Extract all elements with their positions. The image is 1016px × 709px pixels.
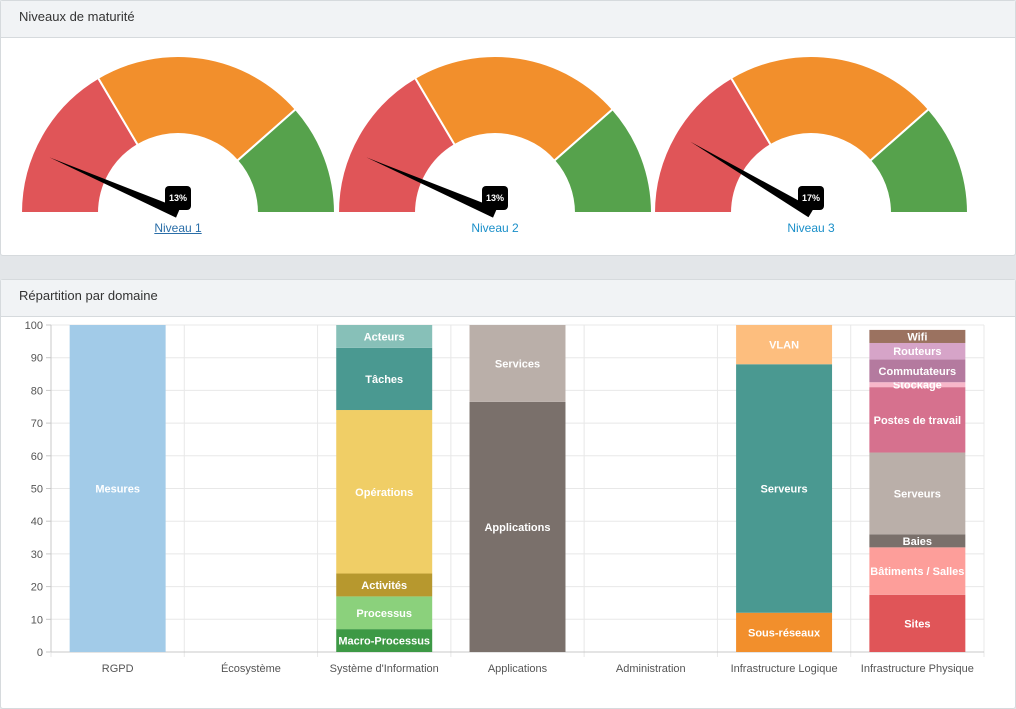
y-tick-label: 50 [31,484,43,496]
y-tick-label: 100 [25,320,43,332]
bar-segment[interactable] [336,325,433,348]
x-tick-label: Système d'Information [330,663,439,675]
bar-segment-label: Serveurs [761,484,808,496]
bar-segment-label: Baies [903,536,932,548]
gauge-zone-high [235,107,337,214]
x-tick-label: RGPD [102,663,134,675]
bar-segment[interactable] [869,382,966,388]
bar-segment-label: Activités [361,580,407,592]
bar-segment-label: Tâches [365,374,403,386]
gauge-niveau-1: 13% Niveau 1 [19,38,337,248]
bar-segment-label: Applications [484,522,550,534]
gauge-needle [366,157,497,218]
x-tick-label: Infrastructure Logique [731,663,838,675]
x-tick-label: Administration [616,663,686,675]
bar-segment[interactable] [336,573,433,597]
bar-segment[interactable] [336,347,433,411]
bar-segment-label: Mesures [95,484,140,496]
bar-segment-label: Sites [904,618,930,630]
bar-segment[interactable] [336,629,433,652]
maturity-panel-title: Niveaux de maturité [1,1,1015,38]
bar-segment-label: Commutateurs [879,366,957,378]
bar-segment[interactable] [869,547,966,595]
bar-segment-label: Routeurs [893,346,941,358]
gauge-2-link[interactable]: Niveau 2 [471,221,519,235]
y-tick-label: 90 [31,353,43,365]
bar-segment-label: Serveurs [894,488,941,500]
gauge-value-label: 17% [802,193,820,203]
gauge-zone-medium [729,55,931,163]
y-tick-label: 30 [31,549,43,561]
gauge-zone-high [552,107,654,214]
domain-stacked-bar-chart: 0 10 20 30 40 50 60 70 80 90 100 Mesures RGPD Écosyst… [25,320,985,675]
bar-segment-label: Macro-Processus [338,636,430,648]
x-tick-label: Applications [488,663,548,675]
y-tick-label: 0 [37,647,43,659]
bar-segment[interactable] [869,387,966,453]
gauge-1-link[interactable]: Niveau 1 [154,221,202,235]
bar-segment[interactable] [336,410,433,574]
maturity-panel: Niveaux de maturité 13% Niveau 1 13% Niv… [0,0,1016,256]
gauge-niveau-2: 13% Niveau 2 [336,38,654,248]
gauge-zone-high [868,107,970,214]
bar-segment-label: Sous-réseaux [748,627,821,639]
bar-segment[interactable] [869,594,966,652]
bar-segment-label: Wifi [907,331,927,343]
y-tick-label: 60 [31,451,43,463]
gauge-value-badge [482,186,508,210]
y-tick-label: 70 [31,418,43,430]
domain-panel-title: Répartition par domaine [1,280,1015,317]
gauge-value-label: 13% [486,193,504,203]
gauge-value-badge [798,186,824,210]
y-tick-label: 80 [31,385,43,397]
y-tick-label: 40 [31,516,43,528]
gauge-2-dial: 13% [336,55,654,218]
bar-segment[interactable] [869,359,966,383]
gauge-niveau-3: 17% Niveau 3 [652,38,970,248]
gauge-3-dial: 17% [652,55,970,218]
bar-segment-label: VLAN [769,340,799,352]
bar-segment[interactable] [69,325,166,652]
bar-segment[interactable] [469,401,566,652]
gauge-3-link[interactable]: Niveau 3 [787,221,835,235]
bar-segment[interactable] [469,325,566,402]
bar-segment-label: Processus [356,608,412,620]
gauge-value-badge [165,186,191,210]
bar-segment[interactable] [869,329,966,343]
gauge-1-dial: 13% [19,55,337,218]
y-tick-label: 10 [31,614,43,626]
gauge-value-label: 13% [169,193,187,203]
gauge-zone-medium [413,55,615,163]
bar-segment[interactable] [869,534,966,548]
y-tick-label: 20 [31,582,43,594]
bar-segment[interactable] [336,596,433,630]
bar-segment-label: Bâtiments / Salles [870,566,964,578]
bar-segment[interactable] [736,325,833,365]
bar-segment[interactable] [869,342,966,360]
bar-segment-label: Postes de travail [874,415,961,427]
bar-segment-label: Services [495,358,540,370]
bar-segment-label: Acteurs [364,331,405,343]
domain-panel: Répartition par domaine 0 10 20 30 40 50 60 70 8… [0,279,1016,709]
gauge-needle [49,157,180,218]
bar-segment-label: Stockage [893,380,942,392]
bar-segment[interactable] [736,612,833,652]
x-tick-label: Infrastructure Physique [861,663,974,675]
gauge-zone-medium [96,55,298,163]
bar-segment[interactable] [869,452,966,535]
gauge-needle [690,141,814,218]
x-tick-label: Écosystème [221,662,281,675]
bar-segment-label: Opérations [355,487,413,499]
bar-segment[interactable] [736,364,833,613]
